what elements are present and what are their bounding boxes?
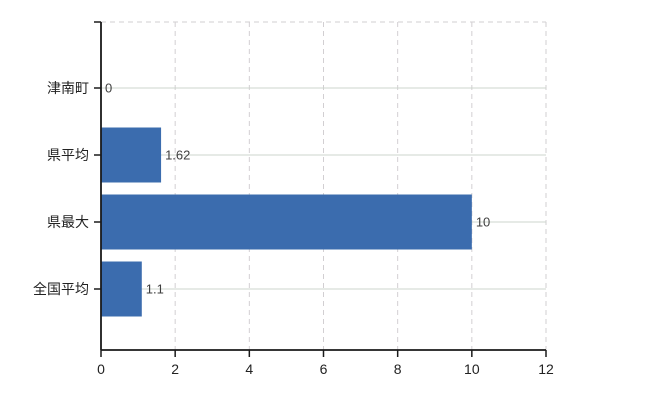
bar xyxy=(101,261,142,317)
category-label: 津南町 xyxy=(47,80,89,96)
category-label: 全国平均 xyxy=(33,281,89,297)
value-label: 1.62 xyxy=(165,148,190,163)
category-label: 県平均 xyxy=(47,147,89,163)
x-tick-label: 0 xyxy=(97,361,105,377)
x-tick-label: 4 xyxy=(245,361,253,377)
category-label: 県最大 xyxy=(47,214,89,230)
bar xyxy=(101,194,472,250)
value-label: 0 xyxy=(105,81,112,96)
x-tick-label: 12 xyxy=(538,361,554,377)
x-tick-label: 6 xyxy=(320,361,328,377)
value-label: 10 xyxy=(476,215,490,230)
value-label: 1.1 xyxy=(146,282,164,297)
x-tick-label: 8 xyxy=(394,361,402,377)
x-tick-label: 2 xyxy=(171,361,179,377)
x-tick-label: 10 xyxy=(464,361,480,377)
bar xyxy=(101,127,162,183)
